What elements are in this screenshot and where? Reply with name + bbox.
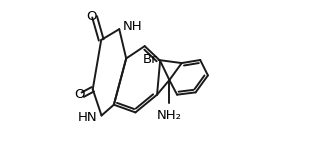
Text: Br: Br [142,54,157,67]
Text: HN: HN [78,111,98,124]
Text: NH₂: NH₂ [157,109,182,122]
Text: NH: NH [122,20,142,33]
Text: O: O [87,10,97,23]
Text: O: O [75,88,85,101]
